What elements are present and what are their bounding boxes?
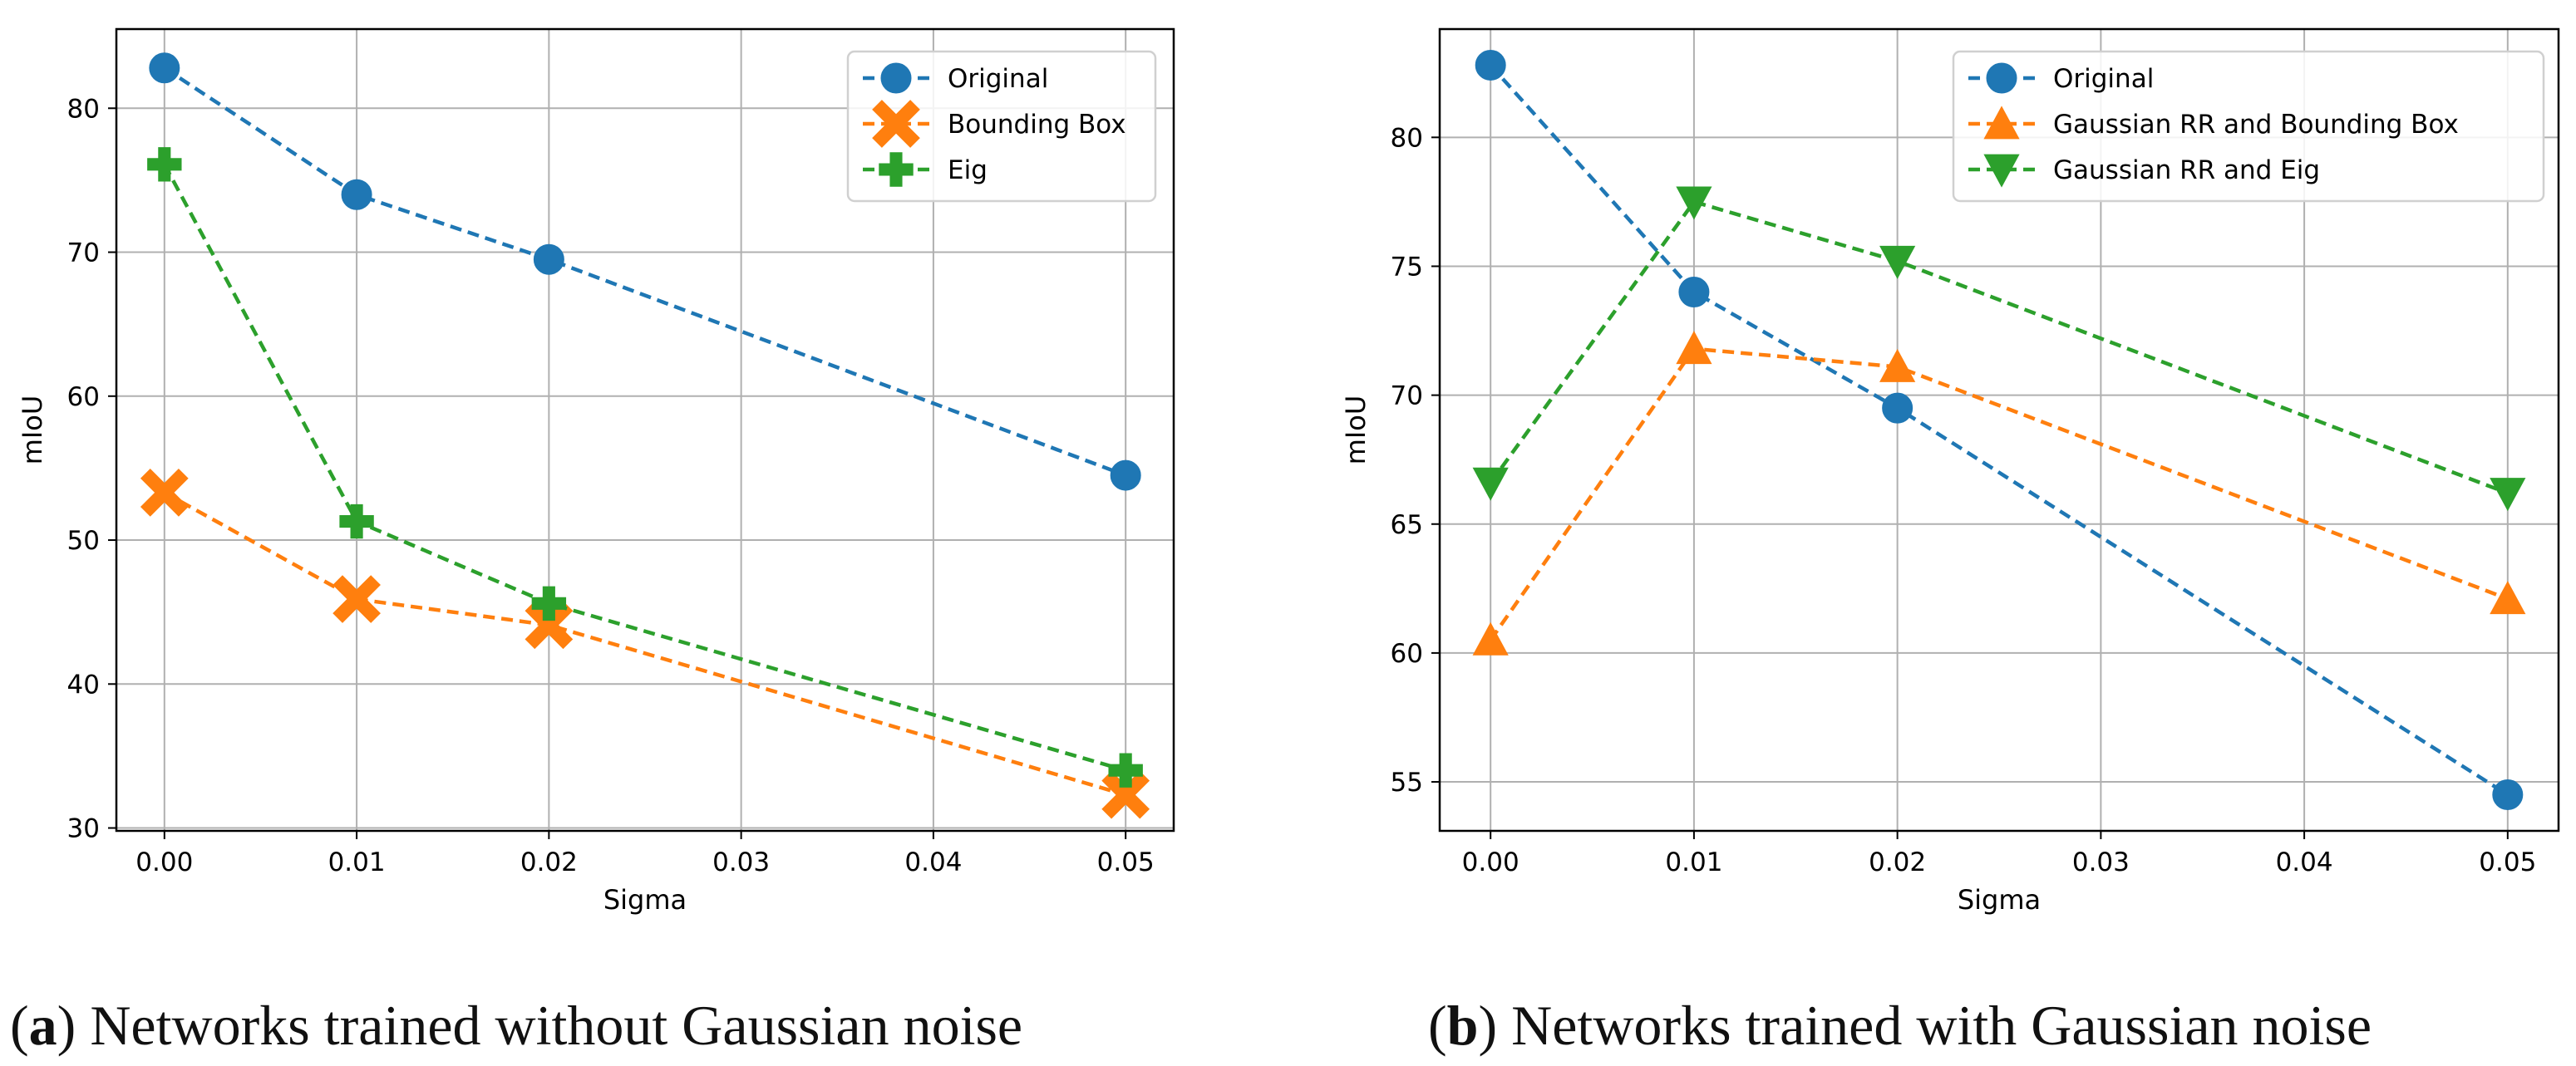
y-tick-label: 75 <box>1391 252 1423 282</box>
legend-box <box>1952 50 2545 203</box>
data-point <box>1475 49 1506 81</box>
data-point <box>2490 581 2526 615</box>
data-point <box>1879 348 1916 382</box>
x-tick-label: 0.05 <box>2479 847 2536 877</box>
y-tick-label: 30 <box>67 814 100 844</box>
plot-frame <box>1438 27 2560 833</box>
data-point <box>1110 459 1141 491</box>
data-point <box>1678 276 1710 307</box>
chart-panel-b: 0.00 0.01 0.02 0.03 0.04 0.05 55 60 65 70 75 80 Sigm… <box>1340 27 2560 916</box>
data-point <box>531 586 567 621</box>
x-tick-label: 0.04 <box>904 847 962 877</box>
x-tick-label: 0.03 <box>712 847 770 877</box>
legend-label: Eig <box>948 155 988 185</box>
y-tick-label: 70 <box>67 238 100 268</box>
data-point <box>525 601 574 650</box>
series-line-2 <box>162 163 1126 773</box>
y-tick-label: 55 <box>1391 768 1423 798</box>
legend-marker <box>872 100 920 148</box>
data-point <box>2490 478 2526 512</box>
y-tick-label: 65 <box>1391 510 1423 540</box>
y-tick-label: 70 <box>1391 381 1423 411</box>
data-point <box>147 147 182 182</box>
x-tick-label: 0.03 <box>2072 847 2130 877</box>
y-tick-label: 80 <box>67 94 100 124</box>
series-line-0 <box>1489 63 2510 797</box>
data-point <box>341 179 372 210</box>
data-point <box>533 243 564 275</box>
x-tick-label: 0.02 <box>520 847 578 877</box>
data-point <box>1101 770 1150 819</box>
legend-marker <box>880 62 912 94</box>
legend: Original Bounding Box Eig <box>846 50 1157 203</box>
data-point <box>1882 392 1914 424</box>
legend-marker <box>1986 62 2017 94</box>
x-tick-label: 0.01 <box>1665 847 1722 877</box>
x-axis-label: Sigma <box>1958 884 2041 916</box>
series-line-1 <box>163 490 1126 797</box>
legend-label: Original <box>2053 64 2154 94</box>
series-line-0 <box>163 66 1126 478</box>
caption-b: (b) Networks trained with Gaussian noise <box>1428 994 2372 1057</box>
data-point <box>1676 186 1712 220</box>
data-point <box>1472 621 1509 656</box>
y-axis-label: mIoU <box>1340 395 1372 465</box>
x-tick-label: 0.00 <box>135 847 193 877</box>
legend: Original Gaussian RR and Bounding Box Gaus… <box>1952 50 2545 203</box>
legend-label: Bounding Box <box>948 110 1126 140</box>
series-line-1 <box>1489 346 2509 641</box>
data-point <box>332 575 381 623</box>
data-point <box>140 469 189 517</box>
data-point <box>149 52 180 84</box>
x-tick-label: 0.04 <box>2276 847 2333 877</box>
y-axis-label: mIoU <box>17 395 48 465</box>
plot-frame <box>115 27 1175 833</box>
legend-label: Gaussian RR and Eig <box>2053 155 2320 185</box>
series-line-2 <box>1489 199 2509 495</box>
legend-marker <box>1983 106 2020 140</box>
data-point <box>1472 467 1509 501</box>
data-point <box>1108 753 1143 788</box>
legend-marker <box>1983 154 2020 188</box>
y-tick-label: 80 <box>1391 123 1423 153</box>
x-axis-label: Sigma <box>603 884 687 916</box>
data-point <box>1676 331 1712 365</box>
legend-marker <box>879 152 914 187</box>
x-tick-label: 0.02 <box>1869 847 1926 877</box>
chart-panel-a: 0.00 0.01 0.02 0.03 0.04 0.05 30 40 50 60 70 80 Sigm… <box>17 27 1175 916</box>
x-tick-label: 0.01 <box>328 847 386 877</box>
data-point <box>2492 779 2524 811</box>
y-tick-label: 50 <box>67 526 100 556</box>
legend-box <box>846 50 1157 203</box>
y-tick-label: 40 <box>67 670 100 700</box>
legend-label: Gaussian RR and Bounding Box <box>2053 110 2459 140</box>
x-tick-label: 0.05 <box>1097 847 1155 877</box>
data-point <box>339 504 374 539</box>
data-point <box>1879 245 1916 279</box>
y-tick-label: 60 <box>1391 639 1423 669</box>
caption-a: (a) Networks trained without Gaussian no… <box>10 994 1023 1057</box>
x-tick-label: 0.00 <box>1462 847 1519 877</box>
legend-label: Original <box>948 64 1048 94</box>
y-tick-label: 60 <box>67 382 100 412</box>
